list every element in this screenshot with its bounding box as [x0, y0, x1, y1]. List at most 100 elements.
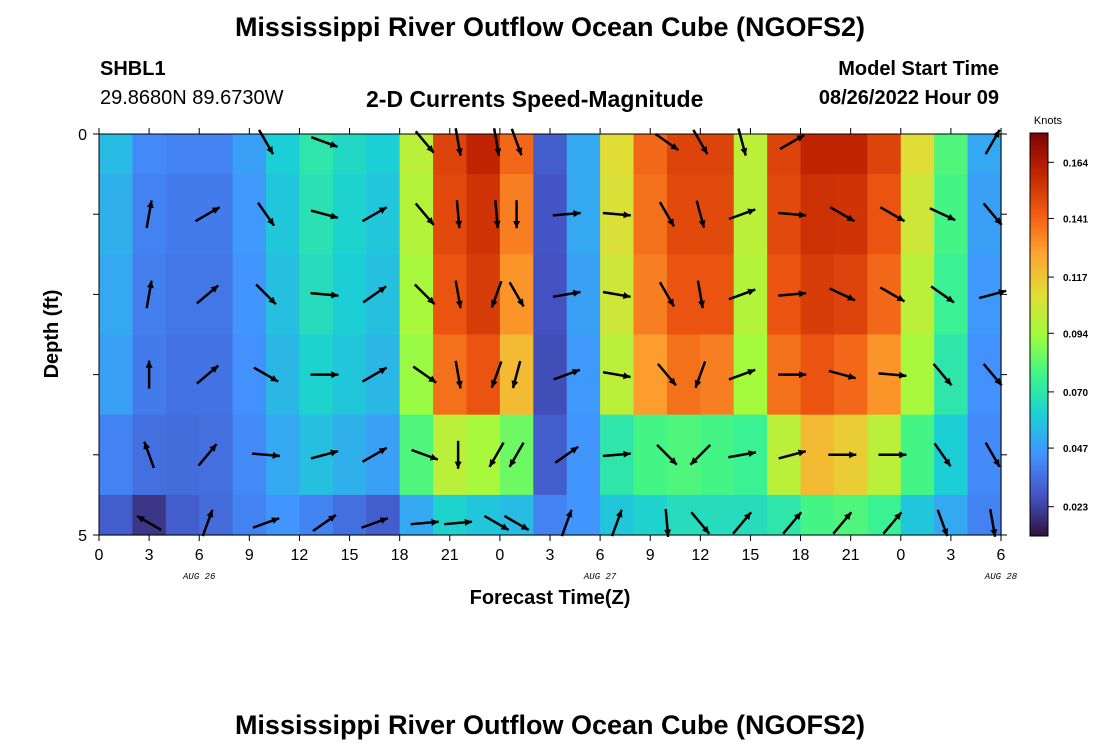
current-vector	[602, 370, 631, 380]
current-vector	[932, 363, 953, 387]
current-vector	[878, 451, 907, 459]
x-tick-label: 3	[946, 547, 955, 564]
heatmap-cell	[399, 494, 434, 536]
date-label: AUG 28	[984, 572, 1018, 582]
current-vector	[694, 361, 707, 389]
heatmap-cell	[199, 254, 234, 336]
heatmap-cell	[700, 254, 735, 336]
current-vector	[194, 206, 221, 223]
current-vector	[689, 444, 712, 466]
heatmap-cell	[900, 134, 935, 175]
heatmap-cell	[666, 174, 701, 255]
current-vector	[602, 211, 631, 219]
heatmap-cell	[767, 414, 802, 496]
heatmap-cell	[99, 334, 134, 416]
current-vector	[136, 514, 162, 532]
current-vector	[778, 371, 807, 379]
current-vector	[513, 200, 521, 229]
current-vector	[829, 206, 856, 223]
heatmap-cell	[199, 414, 234, 496]
current-vector	[930, 285, 955, 304]
current-vector	[483, 514, 510, 532]
heatmap-cell	[633, 134, 668, 175]
x-tick-label: 18	[391, 547, 409, 564]
current-vector	[410, 518, 439, 526]
model-start-label: Model Start Time	[838, 58, 999, 80]
heatmap-cell	[332, 414, 367, 496]
current-vector	[444, 518, 473, 526]
x-tick-label: 3	[546, 547, 555, 564]
current-vector	[490, 280, 503, 308]
current-vector	[196, 284, 220, 305]
heatmap-cell	[566, 254, 601, 336]
heatmap-cell	[800, 494, 835, 536]
current-vector	[829, 287, 856, 302]
x-tick-label: 12	[691, 547, 709, 564]
heatmap-cell	[633, 494, 668, 536]
heatmap-cell	[366, 334, 401, 416]
heatmap-cell	[466, 174, 501, 255]
current-vector	[978, 289, 1007, 300]
current-vector	[510, 128, 523, 156]
heatmap-cell	[332, 174, 367, 255]
current-vector	[145, 200, 154, 229]
colorbar-tick-label: 0.117	[1063, 273, 1088, 284]
heatmap-cell	[399, 254, 434, 336]
current-vector	[454, 360, 463, 389]
heatmap-cell	[232, 494, 267, 536]
current-vector	[508, 442, 525, 468]
heatmap-cell	[433, 494, 468, 536]
heatmap-cell	[934, 134, 969, 175]
heatmap-cells	[99, 134, 1002, 536]
current-vector	[828, 369, 857, 380]
current-vector	[145, 360, 153, 389]
heatmap-cell	[332, 494, 367, 536]
heatmap-cell	[399, 334, 434, 416]
x-axis-label: Forecast Time(Z)	[470, 587, 631, 609]
current-vector	[602, 290, 631, 300]
heatmap-cell	[433, 414, 468, 496]
heatmap-cell	[934, 334, 969, 416]
heatmap-cell	[833, 174, 868, 255]
heatmap-cell	[934, 174, 969, 255]
heatmap-cell	[266, 134, 301, 175]
colorbar-tick-label: 0.023	[1063, 503, 1088, 514]
heatmap-cell	[633, 334, 668, 416]
heatmap-cell	[800, 254, 835, 336]
y-axis-label: Depth (ft)	[41, 290, 63, 379]
current-vector	[411, 448, 439, 461]
current-vector	[256, 202, 276, 227]
current-vector	[454, 280, 463, 309]
heatmap-cell	[833, 254, 868, 336]
x-tick-label: 0	[95, 547, 104, 564]
current-vector	[145, 280, 154, 309]
current-vector	[984, 442, 1001, 468]
heatmap-cell	[232, 134, 267, 175]
heatmap-cell	[165, 414, 200, 496]
heatmap-cell	[666, 414, 701, 496]
heatmap-cell	[967, 494, 1002, 536]
heatmap-cell	[700, 414, 735, 496]
date-labels: AUG 26 AUG 27 AUG 28	[182, 572, 1018, 582]
current-vector	[560, 509, 573, 537]
station-id: SHBL1	[100, 58, 166, 80]
heatmap-cell	[466, 134, 501, 175]
x-tick-label: 15	[742, 547, 760, 564]
heatmap-cell	[800, 134, 835, 175]
heatmap-cell	[700, 174, 735, 255]
x-tick-label: 18	[792, 547, 810, 564]
heatmap-cell	[199, 134, 234, 175]
heatmap-cell	[566, 414, 601, 496]
heatmap-cell	[867, 134, 902, 175]
current-vector	[454, 440, 462, 469]
colorbar-tick-label: 0.070	[1063, 388, 1088, 399]
current-vector	[602, 450, 631, 458]
heatmap-cell	[99, 494, 134, 536]
current-vector	[508, 281, 525, 308]
heatmap-cell	[934, 414, 969, 496]
heatmap-cell	[600, 134, 635, 175]
date-label: AUG 26	[182, 572, 216, 582]
heatmap-cell	[466, 494, 501, 536]
current-vector	[737, 128, 748, 156]
heatmap-cell	[566, 494, 601, 536]
